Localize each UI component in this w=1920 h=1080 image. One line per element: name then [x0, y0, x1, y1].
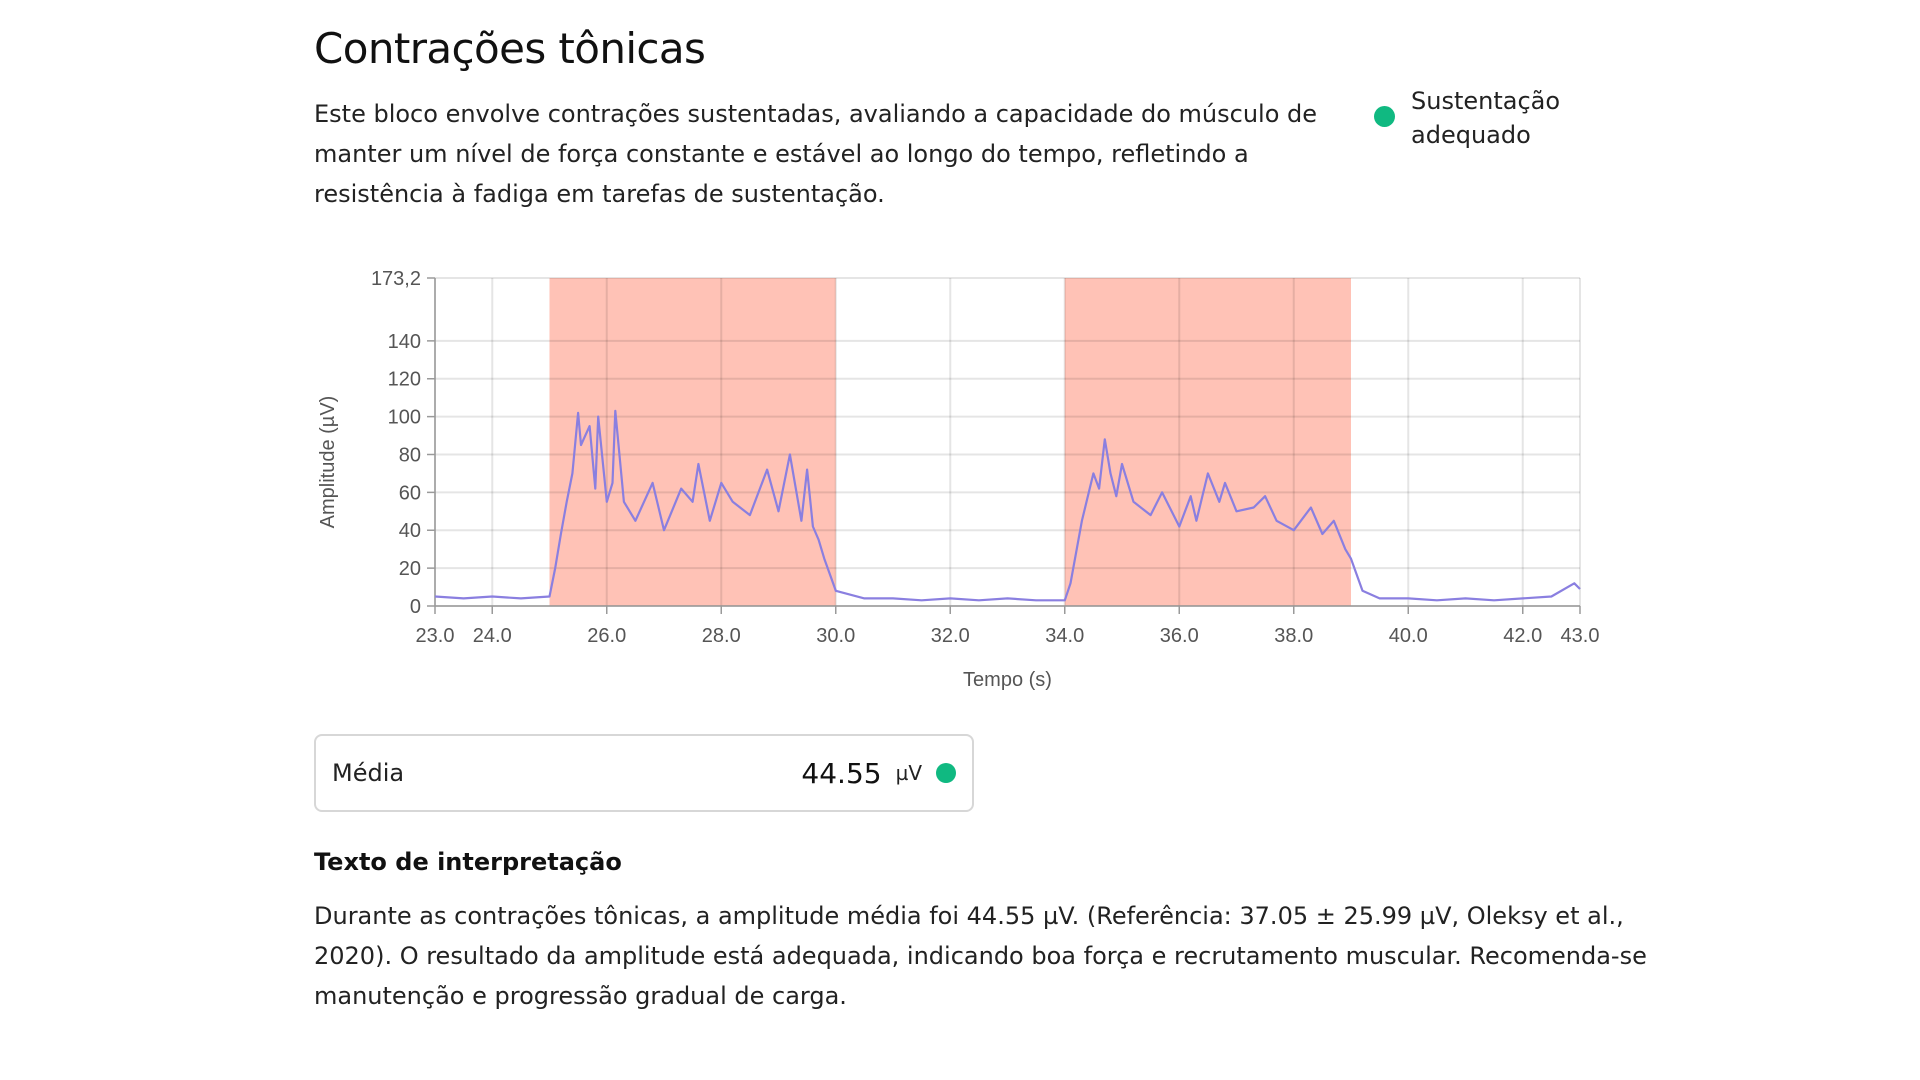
metric-label: Média: [332, 759, 405, 787]
y-tick-label-0: 0: [410, 596, 421, 618]
y-tick-label-8: 173,2: [371, 268, 421, 290]
status-legend: Sustentação adequado: [1374, 84, 1601, 152]
x-tick-label-4: 30.0: [816, 625, 855, 647]
chart-grid: [434, 277, 1581, 607]
y-tick-label-7: 140: [388, 331, 421, 353]
x-tick-label-6: 34.0: [1045, 625, 1084, 647]
x-tick-label-11: 43.0: [1561, 625, 1600, 647]
x-tick-label-7: 36.0: [1160, 625, 1199, 647]
emg-amplitude-chart: 23.0 24.0 26.0 28.0 30.0 32.0 34.0 36.0 38.0 40.0…: [317, 268, 1600, 691]
contraction-regions: [549, 278, 1351, 606]
x-tick-label-10: 42.0: [1503, 625, 1542, 647]
section-title: Contrações tônicas: [314, 24, 706, 73]
x-tick-label-1: 24.0: [473, 625, 512, 647]
x-tick-label-5: 32.0: [931, 625, 970, 647]
y-tick-label-4: 80: [399, 444, 421, 466]
y-tick-label-3: 60: [399, 482, 421, 504]
x-tick-label-2: 26.0: [587, 625, 626, 647]
metric-unit: µV: [895, 761, 922, 785]
y-tick-labels: 0 20 40 60 80 100 120 140 173,2: [371, 268, 421, 618]
y-tick-label-5: 100: [388, 407, 421, 429]
x-axis-label: Tempo (s): [963, 669, 1052, 691]
y-tick-label-6: 120: [388, 369, 421, 391]
status-label: Sustentação adequado: [1411, 87, 1561, 149]
metric-status-dot-icon: [936, 763, 956, 783]
status-dot-icon: [1374, 106, 1395, 127]
series-lines: [434, 409, 1581, 602]
x-tick-label-3: 28.0: [702, 625, 741, 647]
chart-axes: [427, 277, 1581, 614]
highlight-region-1: [549, 278, 836, 606]
x-tick-label-9: 40.0: [1389, 625, 1428, 647]
metric-value: 44.55: [801, 756, 882, 790]
interpretation-text: Durante as contrações tônicas, a amplitu…: [314, 902, 1647, 1010]
interpretation-heading: Texto de interpretação: [314, 848, 622, 876]
average-metric-card: Média 44.55 µV: [314, 734, 974, 812]
y-tick-label-2: 40: [399, 520, 421, 542]
x-tick-labels: 23.0 24.0 26.0 28.0 30.0 32.0 34.0 36.0 38.0 40.0…: [416, 625, 1600, 647]
series-line-1: [434, 409, 1581, 602]
x-tick-label-0: 23.0: [416, 625, 455, 647]
y-tick-label-1: 20: [399, 558, 421, 580]
highlight-region-2: [1064, 278, 1351, 606]
section-description: Este bloco envolve contrações sustentada…: [314, 100, 1318, 208]
x-tick-label-8: 38.0: [1274, 625, 1313, 647]
y-axis-label: Amplitude (µV): [317, 396, 339, 529]
